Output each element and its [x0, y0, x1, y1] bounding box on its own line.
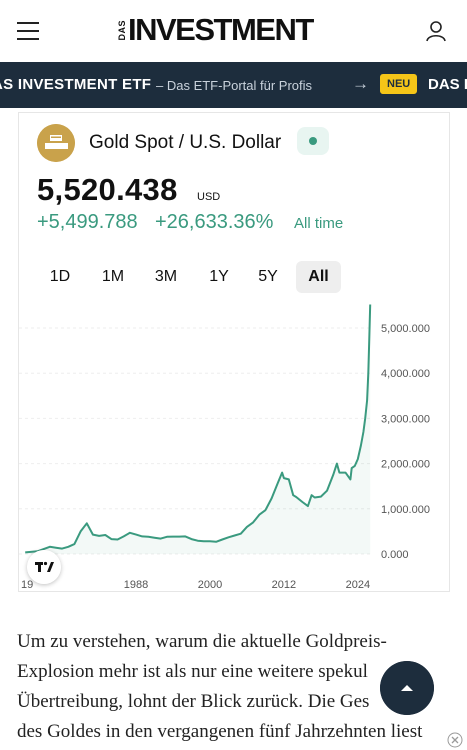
gold-bars-icon [37, 124, 75, 162]
range-button-3m[interactable]: 3M [154, 268, 178, 285]
x-tick-label: 2012 [272, 579, 296, 591]
x-tick-label: 2000 [198, 579, 222, 591]
article-line: Um zu verstehen, warum die aktuelle Gold… [17, 631, 387, 652]
article-body: Um zu verstehen, warum die aktuelle Gold… [17, 627, 457, 747]
user-icon[interactable] [425, 20, 447, 42]
site-header: DAS INVESTMENT [0, 0, 467, 62]
article-line: Übertreibung, lohnt der Blick zurück. Di… [17, 691, 403, 712]
range-button-all[interactable]: All [296, 261, 341, 293]
promo-subtitle: – Das ETF-Portal für Profis [156, 78, 313, 93]
new-badge: NEU [380, 74, 418, 94]
article-line: Explosion mehr ist als nur eine weitere … [17, 661, 368, 682]
x-tick-label: 1988 [124, 579, 148, 591]
article-line: des Goldes in den vergangenen fünf Jahrz… [17, 721, 423, 742]
x-tick-label: 19 [21, 579, 33, 591]
y-tick-label: 3,000.000 [381, 413, 430, 425]
price-change-percent: +26,633.36% [155, 211, 274, 233]
site-logo[interactable]: DAS INVESTMENT [117, 12, 314, 47]
symbol-name[interactable]: Gold Spot / U.S. Dollar [89, 132, 282, 153]
x-tick-label: 2024 [346, 579, 370, 591]
price-widget: Gold Spot / U.S. Dollar 5,520.438 USD +5… [18, 112, 450, 592]
y-tick-label: 5,000.000 [381, 323, 430, 335]
promo-banner[interactable]: AS INVESTMENT ETF – Das ETF-Portal für P… [0, 62, 467, 108]
tradingview-logo-icon[interactable] [27, 550, 61, 584]
hamburger-menu-icon[interactable] [17, 22, 39, 40]
logo-wordmark: INVESTMENT [128, 12, 314, 47]
change-period: All time [294, 215, 344, 232]
range-button-1y[interactable]: 1Y [209, 268, 229, 285]
y-tick-label: 4,000.000 [381, 368, 430, 380]
y-tick-label: 0.000 [381, 549, 409, 561]
y-tick-label: 2,000.000 [381, 459, 430, 471]
market-status-pill[interactable] [297, 127, 329, 155]
range-button-5y[interactable]: 5Y [258, 268, 278, 285]
last-price: 5,520.438 [37, 172, 178, 207]
promo-title-repeat: DAS IN [428, 76, 467, 93]
arrow-up-icon[interactable] [380, 661, 434, 715]
series-area [25, 304, 371, 554]
series-line [25, 304, 372, 554]
price-chart[interactable]: 5,000.000 4,000.000 3,000.000 2,000.000 1,00… [19, 303, 451, 593]
price-currency: USD [197, 191, 221, 203]
arrow-right-icon: → [352, 74, 369, 93]
logo-prefix: DAS [117, 19, 127, 41]
y-tick-label: 1,000.000 [381, 504, 430, 516]
market-open-dot-icon [309, 137, 317, 145]
range-button-1d[interactable]: 1D [49, 268, 71, 285]
range-button-1m[interactable]: 1M [101, 268, 125, 285]
close-icon[interactable] [447, 732, 463, 748]
price-change-absolute: +5,499.788 [37, 211, 138, 233]
promo-title: AS INVESTMENT ETF [0, 76, 152, 93]
